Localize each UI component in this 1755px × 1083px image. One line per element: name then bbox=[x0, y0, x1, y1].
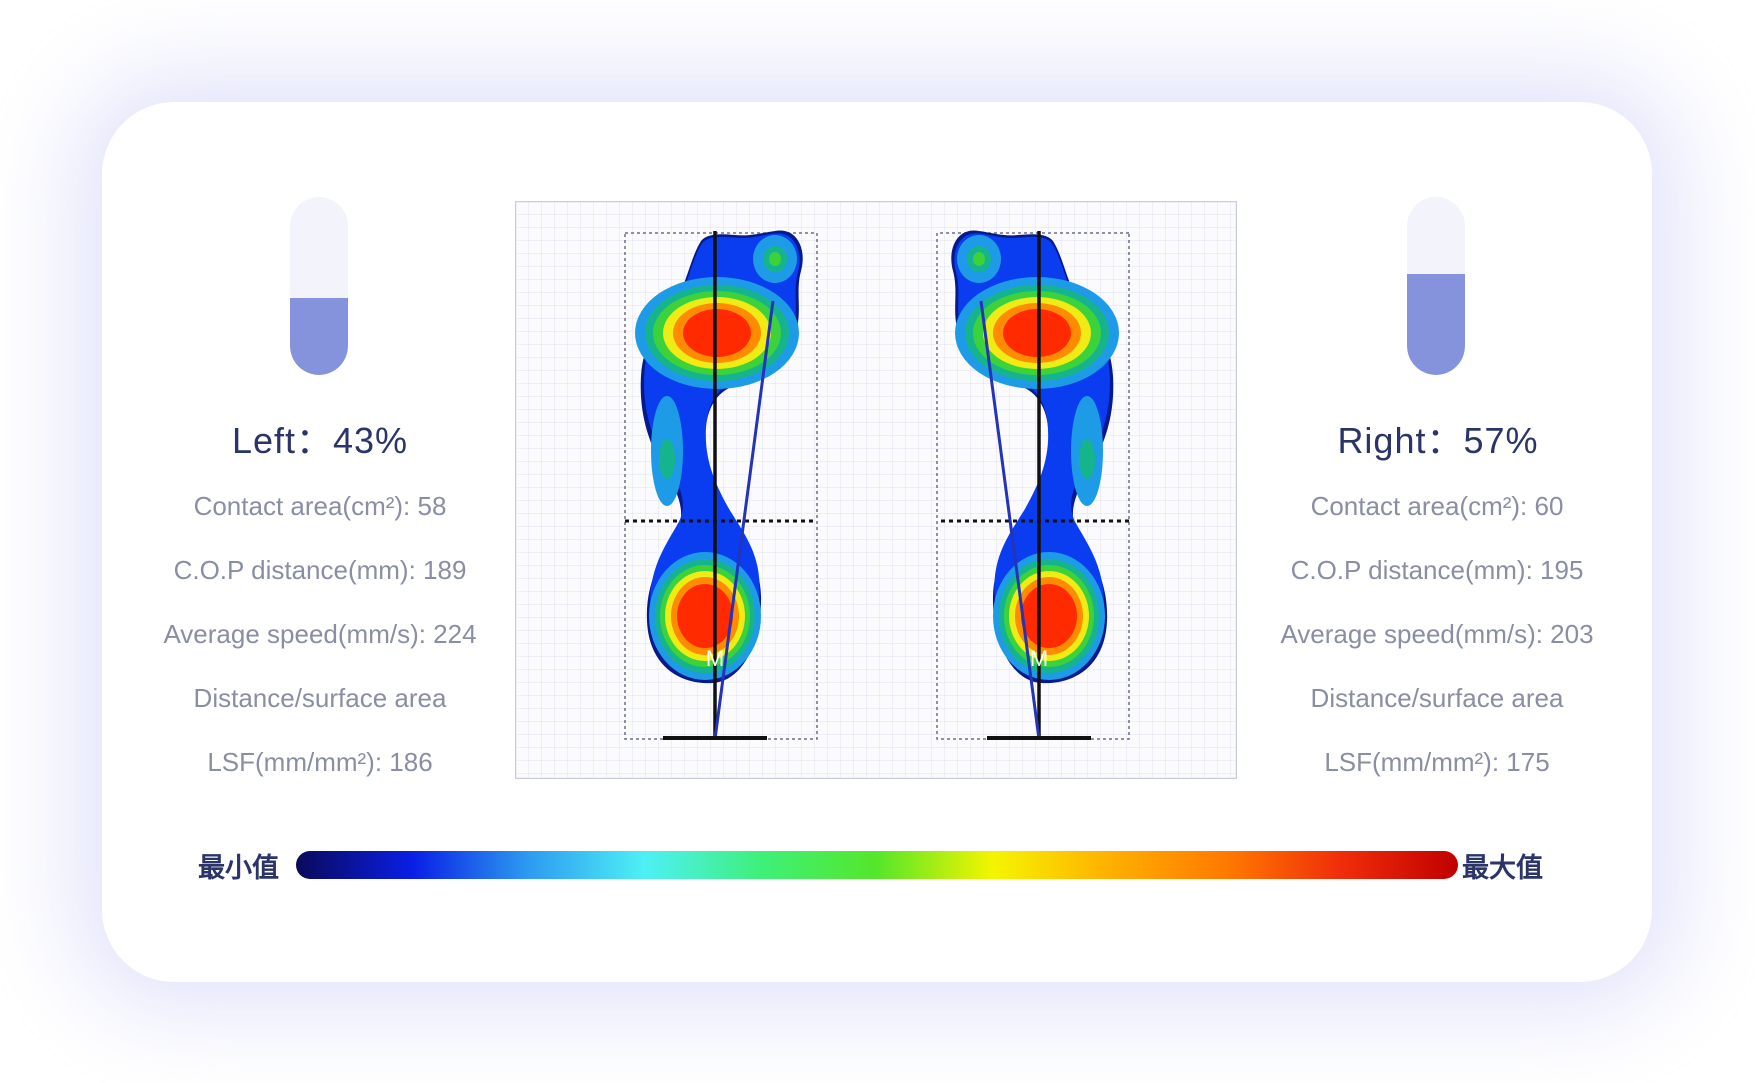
right-foot-marker: M bbox=[1030, 646, 1048, 671]
left-foot-toe-level-4 bbox=[769, 252, 781, 266]
left-load-gauge-fill bbox=[290, 298, 348, 375]
left-foot-arch-level-3 bbox=[659, 439, 675, 479]
right-cop-distance: C.O.P distance(mm): 195 bbox=[1290, 555, 1584, 585]
right-foot-cop-line bbox=[979, 300, 1041, 740]
left-foot-forefoot-level-7 bbox=[683, 309, 751, 357]
left-distance-surface-area: Distance/surface area bbox=[193, 683, 447, 713]
right-lsf: LSF(mm/mm²): 175 bbox=[1324, 747, 1550, 777]
right-distance-surface-area: Distance/surface area bbox=[1310, 683, 1564, 713]
right-foot-contours bbox=[951, 230, 1119, 684]
left-foot-heel-level-7 bbox=[677, 584, 733, 648]
right-title-percent: 57% bbox=[1463, 420, 1539, 461]
scale-min-label: 最小值 bbox=[198, 853, 279, 883]
right-average-speed: Average speed(mm/s): 203 bbox=[1280, 619, 1594, 649]
right-title-separator: ： bbox=[1426, 420, 1464, 461]
left-foot-cop-line bbox=[713, 300, 775, 740]
left-lsf: LSF(mm/mm²): 186 bbox=[207, 747, 433, 777]
left-average-speed: Average speed(mm/s): 224 bbox=[163, 619, 477, 649]
left-foot-contours bbox=[635, 230, 803, 684]
right-foot-heatmap bbox=[936, 230, 1130, 740]
scale-max-label: 最大值 bbox=[1462, 853, 1543, 883]
right-foot-forefoot-level-7 bbox=[1003, 309, 1071, 357]
left-title-label: Left bbox=[231, 420, 296, 461]
left-foot-marker: M bbox=[706, 646, 724, 671]
right-load-gauge-fill bbox=[1407, 273, 1465, 375]
left-title: Left：43% bbox=[130, 412, 510, 464]
right-foot-arch-level-3 bbox=[1079, 439, 1095, 479]
pressure-map-grid bbox=[516, 202, 1236, 778]
right-foot-toe-level-4 bbox=[973, 252, 985, 266]
right-foot-heel-level-7 bbox=[1021, 584, 1077, 648]
left-foot-heatmap: M bbox=[624, 230, 818, 740]
pressure-map: M M bbox=[515, 201, 1237, 779]
left-title-separator: ： bbox=[295, 420, 333, 461]
right-contact-area: Contact area(cm²): 60 bbox=[1310, 491, 1564, 521]
right-title-label: Right bbox=[1337, 420, 1427, 461]
right-title: Right：57% bbox=[1248, 412, 1628, 464]
right-load-gauge bbox=[1407, 197, 1465, 375]
color-scale-bar bbox=[296, 851, 1458, 879]
left-contact-area: Contact area(cm²): 58 bbox=[193, 491, 447, 521]
left-cop-distance: C.O.P distance(mm): 189 bbox=[173, 555, 467, 585]
left-load-gauge bbox=[290, 197, 348, 375]
left-title-percent: 43% bbox=[333, 420, 409, 461]
